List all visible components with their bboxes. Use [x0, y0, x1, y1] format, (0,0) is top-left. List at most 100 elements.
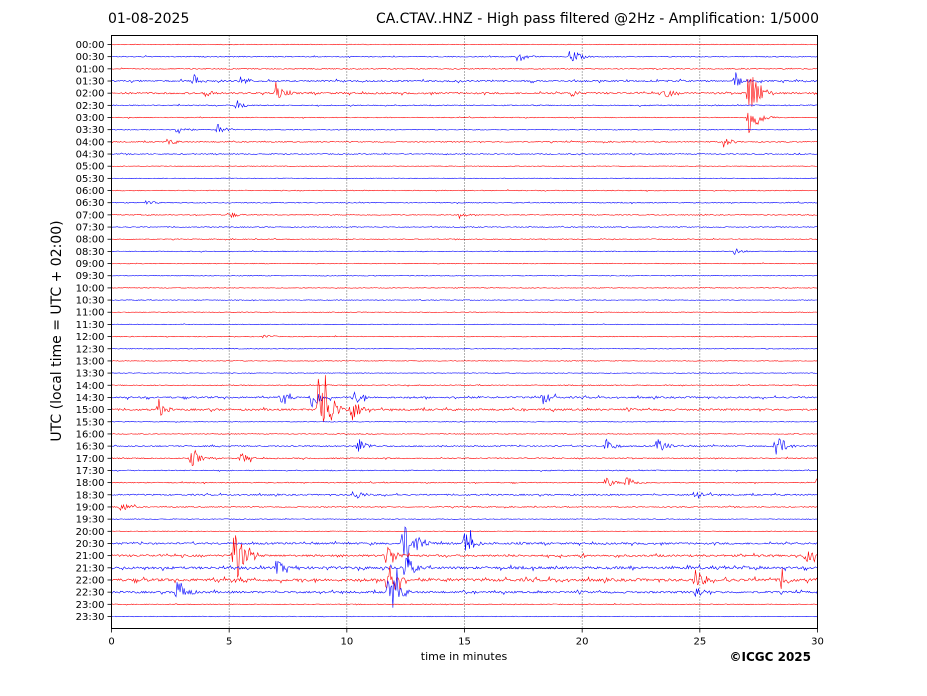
y-tick-label: 11:00: [76, 308, 105, 319]
trace-row-2000: [111, 530, 818, 532]
y-axis-label: UTC (local time = UTC + 02:00): [49, 220, 65, 442]
y-tick-label: 10:30: [76, 296, 105, 307]
trace-row-1200: [111, 334, 818, 339]
y-tick-label: 00:30: [76, 52, 105, 63]
x-tick-label: 10: [340, 637, 353, 648]
y-tick-label: 13:00: [76, 356, 105, 367]
trace-row-1000: [111, 287, 818, 290]
trace-row-1830: [111, 490, 818, 499]
trace-row-0400: [111, 138, 818, 148]
trace-row-2230: [111, 568, 818, 608]
trace-row-1430: [111, 391, 818, 408]
trace-row-0330: [111, 124, 818, 134]
trace-row-1800: [111, 477, 818, 486]
y-tick-label: 04:00: [76, 137, 105, 148]
y-tick-label: 06:30: [76, 198, 105, 209]
y-tick-label: 22:30: [76, 588, 105, 599]
trace-row-2130: [111, 557, 818, 575]
y-tick-label: 07:00: [76, 210, 105, 221]
y-tick-label: 12:30: [76, 344, 105, 355]
y-tick-label: 21:30: [76, 563, 105, 574]
trace-row-1030: [111, 298, 818, 302]
y-tick-label: 18:00: [76, 478, 105, 489]
y-tick-label: 05:00: [76, 162, 105, 173]
trace-row-0700: [111, 212, 818, 220]
trace-row-1400: [111, 383, 818, 387]
x-tick-label: 30: [811, 637, 824, 648]
trace-row-0300: [111, 112, 818, 133]
trace-row-1500: [111, 375, 818, 422]
trace-row-2300: [111, 603, 818, 606]
trace-row-1630: [111, 438, 818, 455]
trace-row-1230: [111, 348, 818, 350]
x-tick-label: 5: [226, 637, 232, 648]
y-tick-label: 20:30: [76, 539, 105, 550]
x-tick-label: 20: [576, 637, 589, 648]
y-tick-label: 19:30: [76, 515, 105, 526]
trace-row-2030: [111, 526, 818, 566]
y-tick-label: 06:00: [76, 186, 105, 197]
trace-row-1530: [111, 420, 818, 423]
x-tick-label: 25: [693, 637, 706, 648]
y-tick-label: 22:00: [76, 575, 105, 586]
copyright-label: ©ICGC 2025: [729, 650, 811, 664]
y-tick-label: 02:30: [76, 101, 105, 112]
y-tick-label: 17:30: [76, 466, 105, 477]
trace-row-0030: [111, 51, 818, 62]
trace-row-0930: [111, 275, 818, 277]
y-tick-label: 08:30: [76, 247, 105, 258]
trace-row-0430: [111, 152, 818, 156]
trace-row-1900: [111, 503, 818, 511]
trace-row-0800: [111, 237, 818, 241]
x-tick-label: 0: [108, 637, 114, 648]
y-tick-label: 19:00: [76, 502, 105, 513]
trace-row-1700: [111, 449, 818, 466]
y-tick-label: 15:30: [76, 417, 105, 428]
y-tick-label: 11:30: [76, 320, 105, 331]
y-tick-label: 04:30: [76, 150, 105, 161]
trace-group: [111, 43, 818, 618]
y-tick-label: 21:00: [76, 551, 105, 562]
trace-row-0730: [111, 225, 818, 228]
trace-row-0100: [111, 67, 818, 71]
trace-row-1730: [111, 469, 818, 472]
y-tick-label: 16:00: [76, 429, 105, 440]
y-tick-label: 03:00: [76, 113, 105, 124]
x-axis: 0 5 10 15 20 25 30: [108, 628, 824, 648]
y-tick-label: 01:30: [76, 77, 105, 88]
y-tick-label: 18:30: [76, 490, 105, 501]
trace-row-0830: [111, 248, 818, 256]
y-tick-label: 01:00: [76, 64, 105, 75]
trace-row-0630: [111, 199, 818, 205]
trace-row-1600: [111, 432, 818, 435]
chart-date: 01-08-2025: [108, 11, 190, 27]
trace-row-0130: [111, 72, 818, 86]
y-tick-label: 23:30: [76, 612, 105, 623]
trace-row-0200: [111, 77, 818, 107]
y-tick-label: 16:30: [76, 442, 105, 453]
trace-row-1100: [111, 311, 818, 313]
y-tick-label: 15:00: [76, 405, 105, 416]
y-tick-label: 14:30: [76, 393, 105, 404]
x-axis-label: time in minutes: [420, 650, 508, 663]
y-tick-label: 08:00: [76, 235, 105, 246]
chart-title: CA.CTAV..HNZ - High pass filtered @2Hz -…: [376, 11, 819, 27]
trace-row-0500: [111, 165, 818, 167]
y-tick-label: 23:00: [76, 600, 105, 611]
trace-row-0000: [111, 43, 818, 46]
trace-row-2200: [111, 566, 818, 591]
y-tick-label: 05:30: [76, 174, 105, 185]
y-tick-label: 12:00: [76, 332, 105, 343]
trace-row-1330: [111, 372, 818, 374]
y-tick-label: 02:00: [76, 89, 105, 100]
y-tick-label: 10:00: [76, 283, 105, 294]
trace-row-0530: [111, 177, 818, 180]
y-tick-label: 09:00: [76, 259, 105, 270]
plot-background: [111, 35, 818, 629]
y-tick-label: 09:30: [76, 271, 105, 282]
trace-row-0230: [111, 100, 818, 109]
trace-row-1130: [111, 323, 818, 326]
y-tick-label: 17:00: [76, 454, 105, 465]
